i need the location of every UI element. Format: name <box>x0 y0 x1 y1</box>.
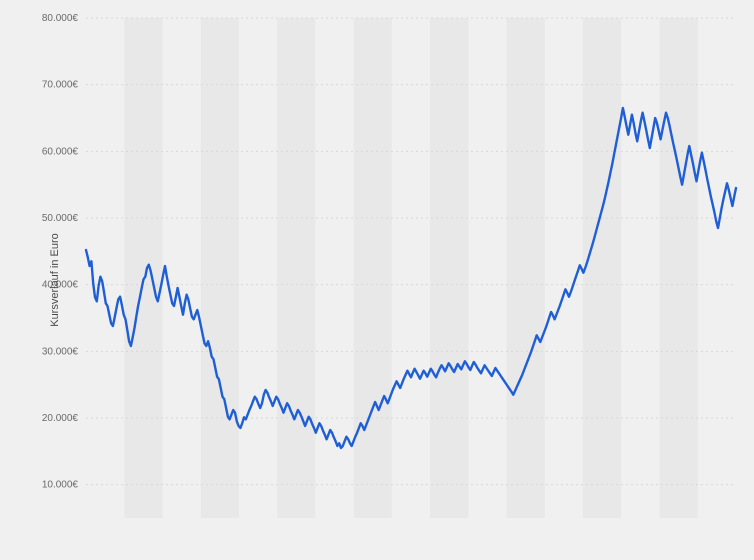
y-axis-label: Kursverlauf in Euro <box>49 233 61 327</box>
line-chart: 10.000€20.000€30.000€40.000€50.000€60.00… <box>0 0 754 560</box>
chart-container: Kursverlauf in Euro 10.000€ 20.000€ 30.000… <box>0 0 754 560</box>
svg-text:50.000€: 50.000€ <box>42 213 79 224</box>
svg-text:20.000€: 20.000€ <box>42 413 79 424</box>
svg-text:80.000€: 80.000€ <box>42 13 79 24</box>
svg-text:60.000€: 60.000€ <box>42 146 79 157</box>
svg-text:10.000€: 10.000€ <box>42 480 79 491</box>
svg-text:70.000€: 70.000€ <box>42 80 79 91</box>
svg-text:30.000€: 30.000€ <box>42 346 79 357</box>
